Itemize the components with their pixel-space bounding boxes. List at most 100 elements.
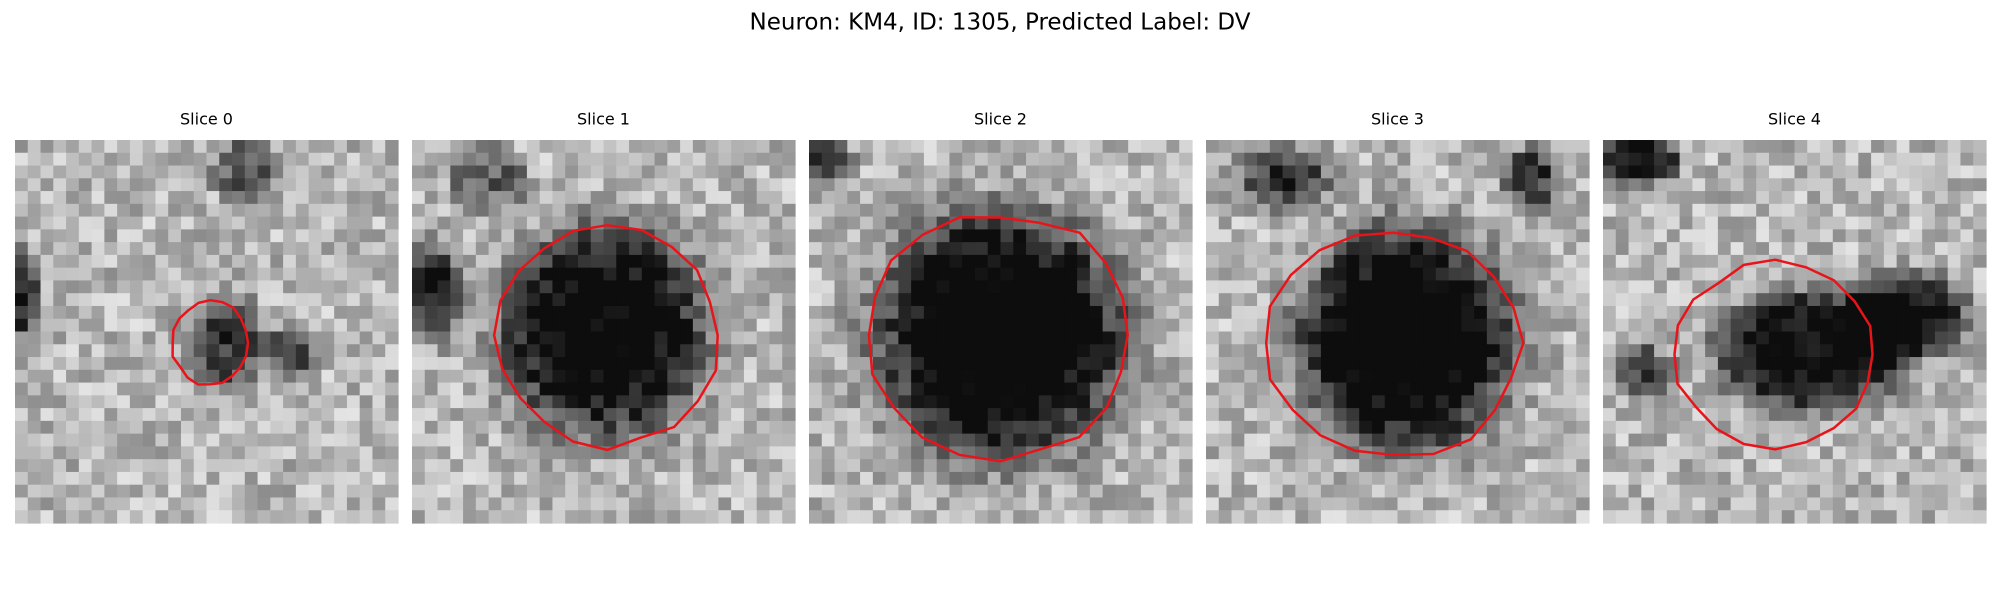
pixel [629,497,643,511]
pixel [168,471,182,486]
pixel [1474,254,1488,269]
pixel [1448,344,1462,358]
pixel [1231,446,1245,460]
pixel [1692,191,1706,205]
pixel [809,459,823,473]
pixel [911,369,925,384]
pixel [15,318,29,333]
pixel [1308,267,1322,282]
pixel [1089,357,1104,371]
pixel [1883,254,1898,269]
pixel [885,191,899,205]
pixel [168,191,182,205]
pixel [450,305,464,320]
pixel [1909,357,1923,371]
pixel [885,344,899,358]
pixel [463,395,477,409]
pixel [1794,497,1808,511]
pixel [1102,344,1116,358]
pixel [1845,305,1859,320]
pixel [987,305,1002,320]
pixel [1807,242,1821,256]
pixel [1576,178,1590,192]
pixel [232,203,246,218]
pixel [1896,395,1910,409]
pixel [1781,191,1796,205]
pixel [78,510,93,524]
pixel [809,369,823,384]
pixel [692,459,707,473]
pixel [1768,280,1783,294]
pixel [359,267,374,282]
pixel [860,459,874,473]
pixel [372,459,386,473]
pixel [1563,497,1577,511]
pixel [117,510,131,524]
pixel [1934,203,1949,218]
pixel [1628,293,1642,307]
pixel [1781,331,1796,345]
pixel [1461,267,1475,282]
pixel [1269,178,1284,192]
pixel [155,408,169,422]
pixel [1883,382,1898,396]
pixel [1603,408,1617,422]
pixel [1102,229,1116,243]
pixel [1435,420,1450,435]
pixel [1832,203,1847,218]
pixel [821,459,836,473]
pixel [629,510,643,524]
pixel [1692,459,1706,473]
pixel [1654,216,1668,230]
pixel [1153,471,1168,486]
pixel [283,229,297,243]
pixel [1550,369,1565,384]
pixel [244,369,259,384]
pixel [1576,420,1590,435]
pixel [1257,280,1271,294]
pixel [1486,254,1501,269]
pixel [488,357,502,371]
pixel [1960,293,1974,307]
pixel [104,191,118,205]
pixel [1576,254,1590,269]
pixel [475,203,490,218]
pixel [552,446,566,460]
pixel [923,331,938,345]
pixel [15,242,29,256]
pixel [1922,369,1936,384]
pixel [911,395,925,409]
pixel [962,216,976,230]
pixel [1423,293,1437,307]
pixel [27,229,42,243]
pixel [629,140,643,154]
pixel [488,459,502,473]
pixel [1320,267,1335,282]
pixel [78,216,93,230]
pixel [1832,242,1847,256]
pixel [1934,484,1949,499]
pixel [911,497,925,511]
pixel [1179,229,1193,243]
pixel [680,433,694,447]
pixel [1576,305,1590,320]
pixel [193,318,208,333]
pixel [1563,229,1577,243]
pixel [1000,229,1014,243]
pixel [885,510,899,524]
pixel [219,203,233,218]
pixel [142,280,157,294]
pixel [180,433,195,447]
pixel [565,191,579,205]
pixel [1295,446,1309,460]
pixel [769,369,783,384]
pixel [1820,165,1834,179]
pixel [1089,191,1104,205]
pixel [412,165,426,179]
pixel [463,140,477,154]
pixel [1320,254,1335,269]
pixel [1051,395,1065,409]
pixel [1038,267,1053,282]
pixel [1320,484,1335,499]
pixel [590,165,605,179]
